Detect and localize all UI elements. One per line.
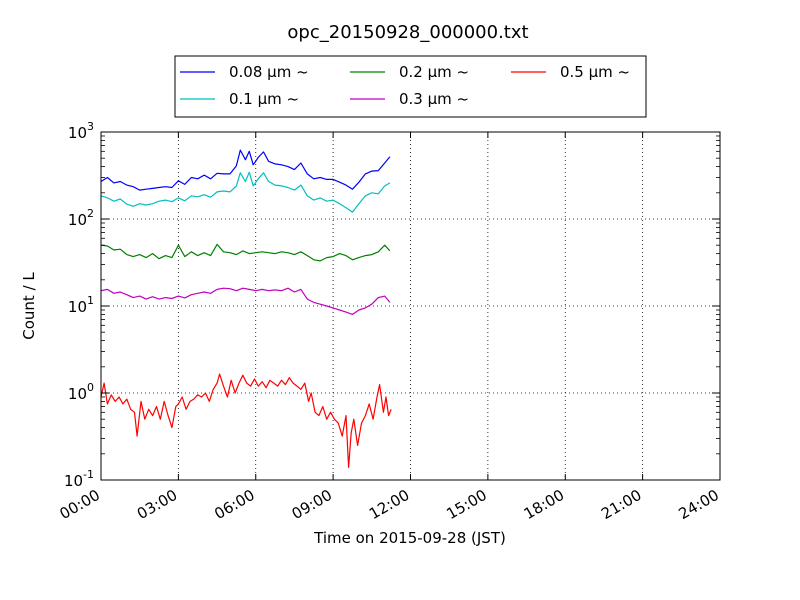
y-tick-label: 10-1: [64, 468, 94, 490]
legend-frame: [174, 55, 647, 118]
legend-label: 0.08 μm ~: [229, 63, 309, 81]
series-line: [100, 287, 391, 315]
chart-title: opc_20150928_000000.txt: [287, 22, 528, 43]
series-line: [100, 149, 391, 191]
y-tick-labels: 10-1 100 101 102 103: [64, 120, 94, 490]
y-tick-label: 100: [68, 381, 94, 403]
x-axis-label: Time on 2015-09-28 (JST): [313, 529, 506, 547]
series-line: [100, 171, 391, 213]
y-tick-label: 103: [68, 120, 94, 142]
axis-ticks: [100, 131, 721, 481]
series-layer: [100, 149, 392, 468]
x-tick-label: 03:00: [134, 486, 180, 523]
legend-label: 0.1 μm ~: [229, 90, 299, 108]
x-tick-label: 24:00: [676, 486, 722, 523]
legend-label: 0.5 μm ~: [560, 63, 630, 81]
x-tick-label: 09:00: [289, 486, 335, 523]
x-tick-label: 15:00: [443, 486, 489, 523]
x-tick-label: 21:00: [598, 486, 644, 523]
x-tick-label: 12:00: [366, 486, 412, 523]
y-tick-label: 101: [68, 294, 94, 316]
x-tick-label: 00:00: [57, 486, 103, 523]
y-tick-label: 102: [68, 207, 94, 229]
series-line: [100, 373, 392, 468]
x-tick-labels: 00:00 03:00 06:00 09:00 12:00 15:00 18:00 21:00…: [57, 486, 722, 523]
y-axis-label: Count / L: [20, 272, 38, 340]
legend: 0.08 μm ~ 0.1 μm ~ 0.2 μm ~ 0.3 μm ~ 0.5 μm …: [174, 55, 647, 118]
series-line: [100, 243, 391, 262]
x-tick-label: 18:00: [521, 486, 567, 523]
grid: [101, 132, 720, 480]
x-tick-label: 06:00: [211, 486, 257, 523]
legend-label: 0.3 μm ~: [399, 90, 469, 108]
legend-label: 0.2 μm ~: [399, 63, 469, 81]
